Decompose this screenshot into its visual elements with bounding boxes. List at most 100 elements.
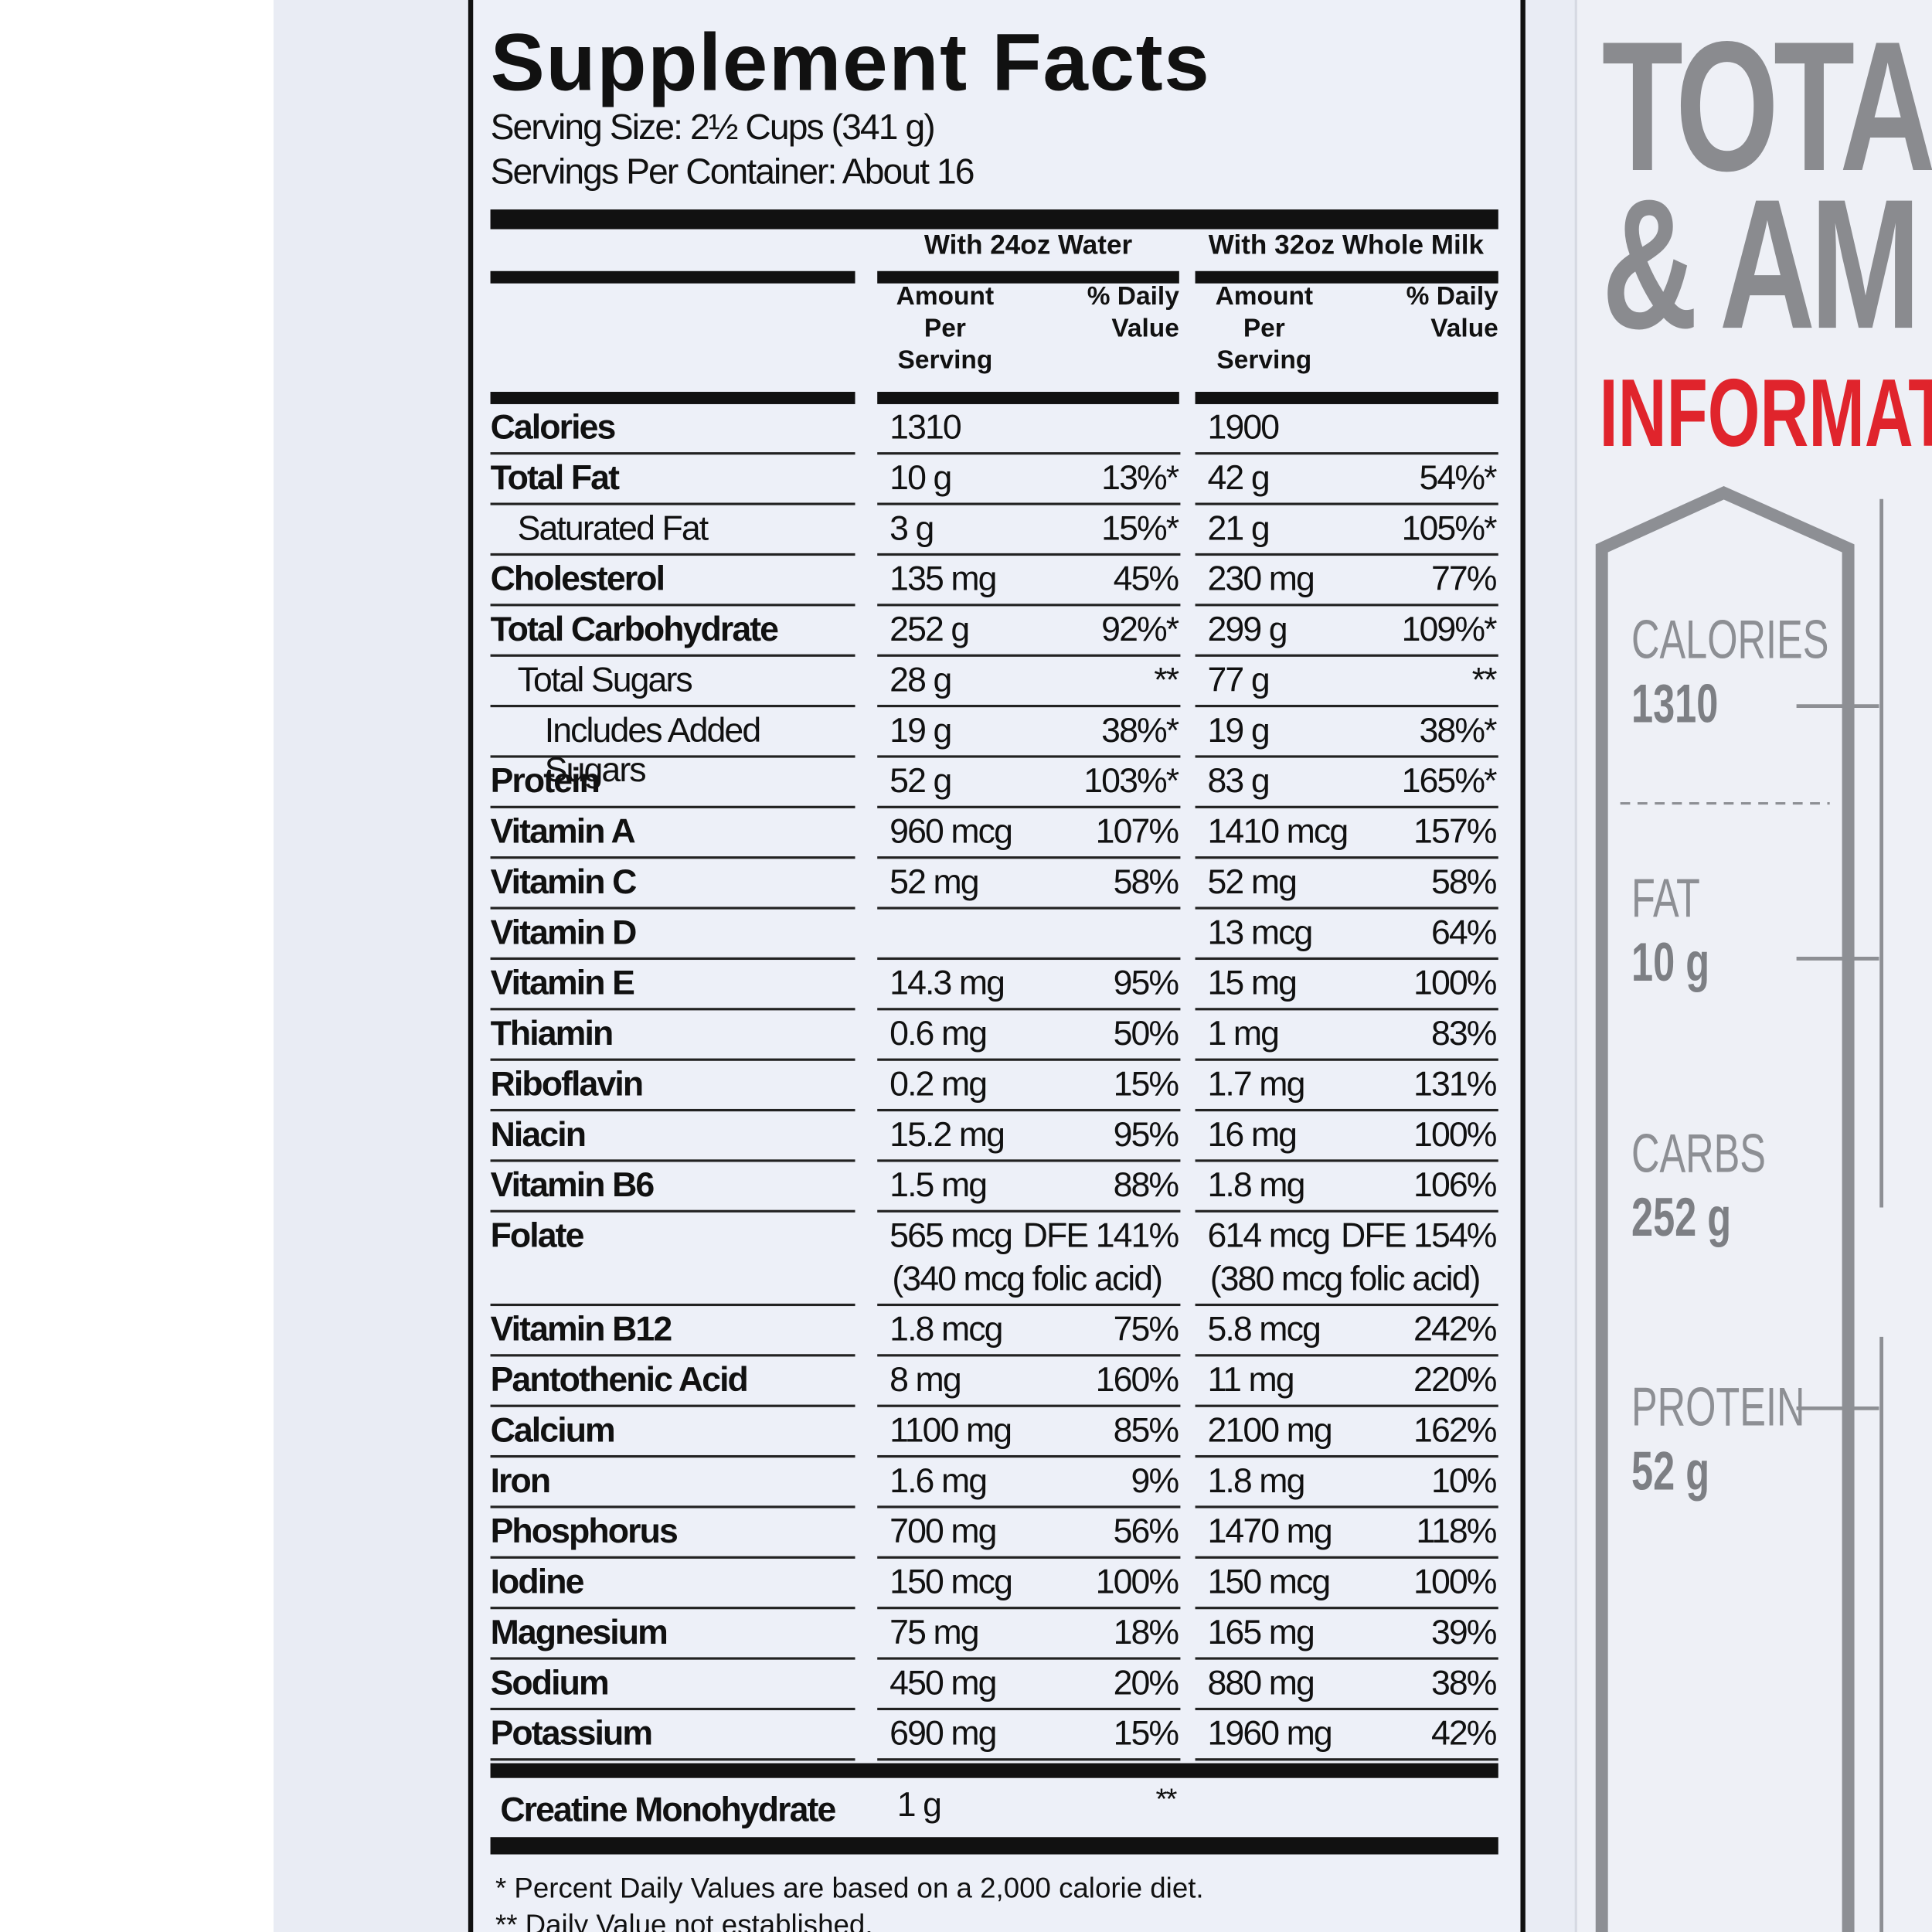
amount: 565 mcg bbox=[889, 1216, 1013, 1255]
value-cell: 1900 bbox=[1195, 404, 1498, 455]
amount: 1.7 mg bbox=[1207, 1064, 1306, 1103]
daily-value: 109%* bbox=[1401, 610, 1498, 648]
daily-value: 118% bbox=[1416, 1512, 1497, 1550]
value-cell: 299 g 109%* bbox=[1195, 606, 1498, 657]
daily-value: 45% bbox=[1113, 559, 1180, 598]
daily-value: 88% bbox=[1113, 1165, 1180, 1204]
daily-value: 105%* bbox=[1401, 509, 1498, 547]
daily-value: 77% bbox=[1430, 559, 1498, 598]
nutrient-name: Protein bbox=[490, 761, 600, 800]
value-cell: 1 mg 83% bbox=[1195, 1010, 1498, 1061]
nutrient-name: Folate bbox=[490, 1216, 585, 1255]
amount: 2100 mg bbox=[1207, 1410, 1333, 1450]
nutrient-name: Includes Added Sugars bbox=[544, 710, 761, 789]
nutrient-name: Riboflavin bbox=[490, 1064, 645, 1103]
amount: 0.6 mg bbox=[889, 1014, 988, 1053]
footnote: * Percent Daily Values are based on a 2,… bbox=[495, 1871, 1204, 1904]
nutrient-cell: Total Fat bbox=[490, 454, 855, 505]
stat-value: 252 g bbox=[1631, 1187, 1732, 1249]
value-cell: 880 mg 38% bbox=[1195, 1660, 1498, 1711]
value-cell: 165 mg 39% bbox=[1195, 1609, 1498, 1660]
nutrient-name: Sodium bbox=[490, 1663, 610, 1702]
nutrient-cell: Phosphorus bbox=[490, 1509, 855, 1559]
rule bbox=[490, 1837, 1498, 1855]
amount: 230 mg bbox=[1207, 559, 1315, 598]
stat-label: FAT bbox=[1631, 869, 1700, 930]
dv-header: % Daily Value bbox=[1087, 282, 1179, 343]
value-cell: 83 g 165%* bbox=[1195, 758, 1498, 808]
value-cell: 19 g 38%* bbox=[877, 707, 1181, 758]
nutrient-cell: Pantothenic Acid bbox=[490, 1356, 855, 1407]
stat-label: PROTEIN bbox=[1631, 1377, 1805, 1438]
value-cell: 1.8 mg 10% bbox=[1195, 1458, 1498, 1509]
daily-value: DFE 154% bbox=[1341, 1216, 1497, 1255]
amount: 150 mcg bbox=[1207, 1562, 1332, 1601]
stat-value: 10 g bbox=[1631, 932, 1710, 994]
nutrient-name: Pantothenic Acid bbox=[490, 1360, 749, 1399]
rule bbox=[877, 392, 1179, 404]
nutrient-name: Potassium bbox=[490, 1713, 653, 1753]
nutrient-cell: Protein bbox=[490, 758, 855, 808]
value-cell: 14.3 mg 95% bbox=[877, 960, 1181, 1011]
daily-value: 131% bbox=[1413, 1064, 1497, 1103]
daily-value: 160% bbox=[1095, 1360, 1179, 1399]
amount: 15 mg bbox=[1207, 963, 1298, 1002]
nutrient-name: Total Fat bbox=[490, 458, 620, 497]
value-cell: 565 mcg DFE 141% (340 mcg folic acid) bbox=[877, 1213, 1181, 1307]
amount: 19 g bbox=[889, 710, 952, 750]
serving-size: Serving Size: 2½ Cups (341 g) bbox=[490, 108, 936, 148]
nutrient-name: Total Carbohydrate bbox=[490, 610, 779, 648]
value-cell: 1410 mcg 157% bbox=[1195, 808, 1498, 859]
nutrient-cell: Vitamin A bbox=[490, 808, 855, 859]
nutrient-name: Magnesium bbox=[490, 1613, 668, 1651]
amount: 83 g bbox=[1207, 761, 1270, 800]
house-outline bbox=[1595, 486, 1855, 1932]
daily-value: 54%* bbox=[1419, 458, 1498, 497]
rule bbox=[1195, 270, 1498, 284]
nutrient-name: Niacin bbox=[490, 1114, 587, 1154]
daily-value: 64% bbox=[1430, 913, 1498, 951]
nutrient-cell: Magnesium bbox=[490, 1609, 855, 1660]
nutrient-cell: Cholesterol bbox=[490, 556, 855, 607]
amount: 1470 mg bbox=[1207, 1512, 1333, 1550]
amount: 450 mg bbox=[889, 1663, 997, 1702]
nutrient-name: Calories bbox=[490, 407, 617, 447]
nutrient-cell: Iron bbox=[490, 1458, 855, 1509]
amount-header: Amount Per Serving bbox=[1215, 282, 1314, 375]
nutrient-cell: Total Carbohydrate bbox=[490, 606, 855, 657]
nutrient-name: Total Sugars bbox=[517, 660, 693, 699]
daily-value: 58% bbox=[1113, 862, 1180, 901]
value-cell: 135 mg 45% bbox=[877, 556, 1181, 607]
value-cell: 21 g 105%* bbox=[1195, 505, 1498, 556]
value-cell: 52 g 103%* bbox=[877, 758, 1181, 808]
daily-value: ** bbox=[1154, 660, 1179, 699]
nutrient-name: Creatine Monohydrate bbox=[500, 1790, 836, 1829]
value-cell: 1310 bbox=[877, 404, 1181, 455]
value-cell: 52 mg 58% bbox=[1195, 859, 1498, 910]
heading: & AM bbox=[1601, 160, 1921, 368]
value-cell: 1.8 mg 106% bbox=[1195, 1162, 1498, 1213]
nutrient-cell: Includes Added Sugars bbox=[490, 707, 855, 788]
stat-value: 1310 bbox=[1631, 674, 1719, 735]
value-cell: 1.6 mg 9% bbox=[877, 1458, 1181, 1509]
stat-value: 52 g bbox=[1631, 1441, 1710, 1502]
amount: 52 g bbox=[889, 761, 952, 800]
amount: 42 g bbox=[1207, 458, 1270, 497]
dv-header: % Daily Value bbox=[1406, 282, 1498, 343]
value-cell: 11 mg 220% bbox=[1195, 1356, 1498, 1407]
daily-value: 38%* bbox=[1101, 710, 1179, 750]
value-cell: 700 mg 56% bbox=[877, 1509, 1181, 1559]
nutrient-cell: Vitamin D bbox=[490, 910, 855, 961]
daily-value: 20% bbox=[1113, 1663, 1180, 1702]
nutrient-name: Phosphorus bbox=[490, 1512, 679, 1550]
rule bbox=[490, 1763, 1498, 1778]
daily-value: 15% bbox=[1113, 1713, 1180, 1753]
value-cell: 2100 mg 162% bbox=[1195, 1407, 1498, 1458]
daily-value: 157% bbox=[1413, 811, 1497, 851]
value-cell: 1.5 mg 88% bbox=[877, 1162, 1181, 1213]
daily-value: 50% bbox=[1113, 1014, 1180, 1053]
amount: 28 g bbox=[889, 660, 952, 699]
amount: 1.5 mg bbox=[889, 1165, 988, 1204]
amount: 1960 mg bbox=[1207, 1713, 1333, 1753]
value-cell: 1100 mg 85% bbox=[877, 1407, 1181, 1458]
